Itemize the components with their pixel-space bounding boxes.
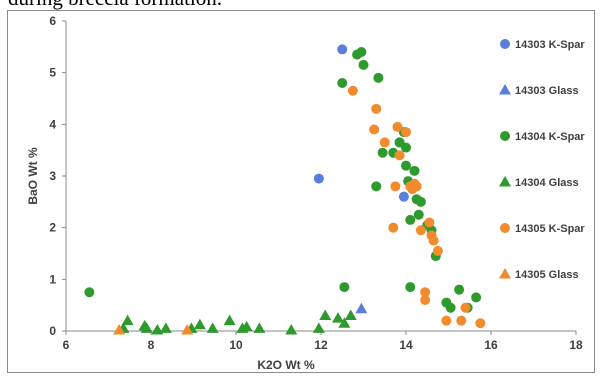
chart-frame: 6 8 10 12 14 16 18 0 1 2 3 4 5 6 K2O Wt % BaO Wt % 14303… — [7, 10, 595, 373]
data-point — [405, 214, 416, 225]
data-point — [356, 47, 367, 57]
data-point — [140, 322, 153, 333]
data-point — [121, 314, 134, 326]
y-tick-label: 4 — [49, 117, 56, 131]
y-tick-label: 1 — [49, 272, 56, 286]
y-tick-label: 3 — [49, 169, 56, 183]
y-tick-label: 2 — [49, 221, 56, 235]
data-point — [420, 295, 431, 305]
data-point — [475, 318, 486, 329]
data-point — [388, 222, 399, 233]
data-point — [344, 309, 357, 320]
data-point — [371, 103, 382, 114]
data-point — [428, 235, 439, 246]
x-tick-label: 10 — [229, 338, 243, 352]
data-point — [441, 315, 452, 326]
data-point — [420, 287, 431, 298]
data-point — [240, 320, 253, 332]
legend-label: 14304 Glass — [515, 177, 579, 189]
data-point — [456, 315, 467, 326]
data-point — [424, 217, 435, 228]
data-point — [401, 160, 411, 171]
data-point — [113, 323, 126, 335]
data-point — [338, 317, 351, 328]
legend-label: 14303 K-Spar — [515, 39, 585, 51]
data-point — [159, 322, 172, 333]
data-point — [313, 173, 324, 184]
legend-marker — [499, 84, 511, 95]
data-point — [471, 292, 482, 303]
x-tick-label: 14 — [399, 338, 413, 352]
data-point — [223, 314, 236, 326]
data-point — [413, 209, 424, 220]
data-point — [411, 181, 422, 192]
legend-label: 14305 K-Spar — [515, 223, 585, 235]
data-point — [206, 322, 219, 333]
data-point — [373, 72, 384, 83]
x-tick-label: 12 — [314, 338, 328, 352]
data-point — [151, 323, 164, 335]
x-tick-label: 6 — [63, 338, 70, 352]
data-point — [445, 302, 456, 313]
y-tick-label: 5 — [49, 66, 56, 80]
data-point — [332, 312, 344, 323]
data-point — [415, 225, 426, 236]
x-tick-label: 16 — [484, 338, 498, 352]
data-point — [181, 323, 194, 335]
data-point — [415, 196, 426, 207]
data-point — [253, 322, 266, 333]
legend-marker — [500, 131, 510, 141]
data-point — [347, 85, 358, 96]
data-point — [355, 302, 368, 314]
data-point — [84, 287, 95, 298]
data-point — [193, 318, 206, 330]
data-point — [379, 137, 390, 148]
data-point — [337, 78, 348, 88]
legend-label: 14304 K-Spar — [515, 131, 585, 143]
data-point — [454, 284, 465, 295]
data-point — [460, 302, 471, 313]
caption-fragment: during breccia formation. — [8, 0, 222, 11]
y-tick-label: 6 — [49, 14, 56, 28]
legend-label: 14303 Glass — [515, 85, 579, 97]
data-point — [405, 282, 416, 293]
data-point — [358, 59, 369, 70]
data-point — [369, 124, 380, 135]
data-point — [371, 181, 382, 192]
data-point — [409, 165, 420, 176]
data-point — [285, 323, 298, 335]
data-point — [337, 44, 348, 55]
data-point — [398, 191, 409, 202]
data-point — [319, 309, 332, 320]
legend-label: 14305 Glass — [515, 269, 579, 281]
x-tick-label: 18 — [569, 338, 583, 352]
data-point — [401, 142, 411, 153]
data-point — [432, 245, 443, 256]
legend-marker — [499, 176, 511, 187]
data-point — [312, 322, 325, 333]
legend-marker — [500, 39, 510, 49]
data-point — [377, 147, 388, 158]
data-point — [390, 181, 401, 192]
data-point — [401, 127, 411, 138]
legend-marker — [500, 223, 510, 233]
x-tick-label: 8 — [148, 338, 155, 352]
data-point — [394, 150, 405, 161]
y-axis-title: BaO Wt % — [26, 147, 40, 205]
data-point — [339, 282, 350, 293]
y-tick-label: 0 — [49, 324, 56, 338]
legend-marker — [499, 268, 511, 279]
x-axis-title: K2O Wt % — [257, 358, 315, 372]
data-point — [392, 121, 403, 132]
